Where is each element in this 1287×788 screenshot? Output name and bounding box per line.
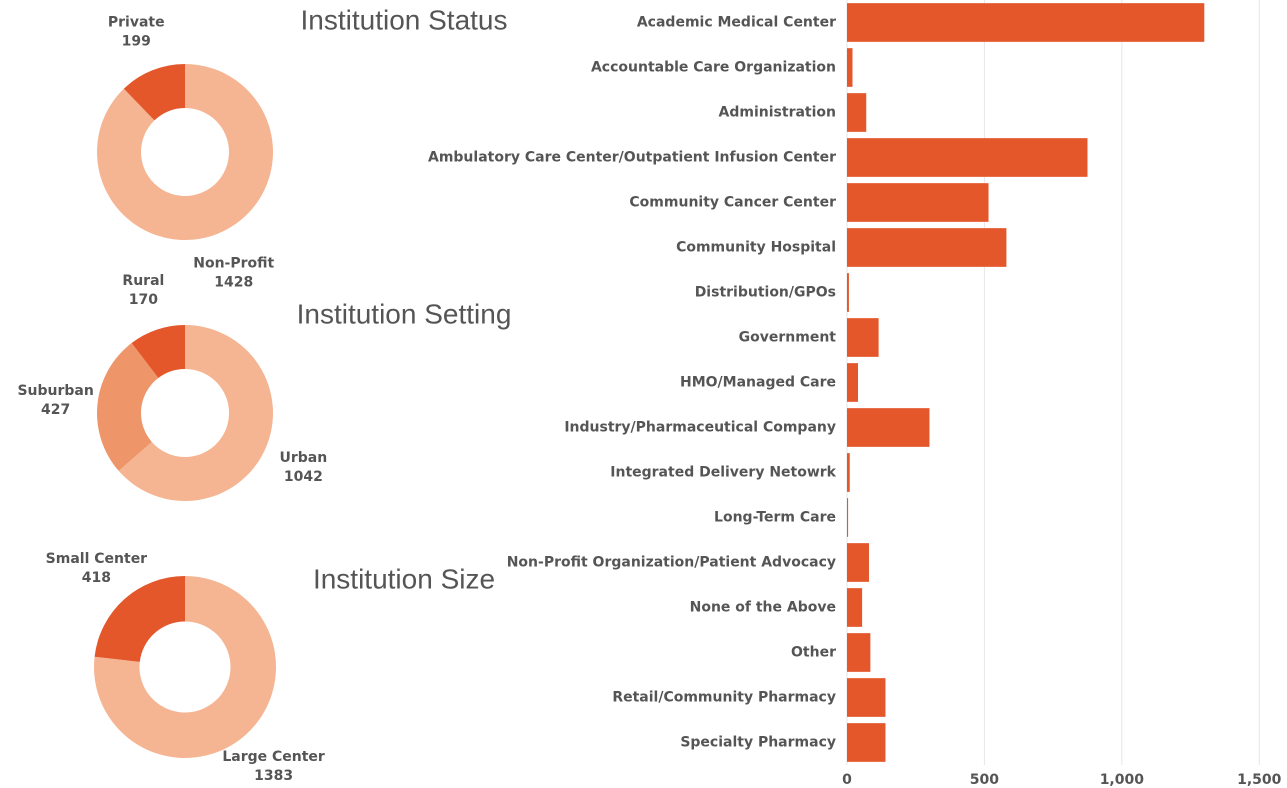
bar (847, 48, 853, 87)
slice-label: Private (108, 14, 165, 30)
donut-slice (94, 576, 185, 662)
y-tick-label: Other (791, 645, 836, 661)
slice-value: 170 (129, 292, 158, 308)
y-tick-label: None of the Above (690, 600, 836, 616)
slice-label: Rural (122, 273, 164, 289)
slice-value: 1383 (254, 768, 293, 784)
bar (847, 228, 1007, 267)
slice-value: 427 (41, 402, 70, 418)
bar (847, 273, 849, 312)
bar (847, 498, 849, 537)
x-tick-label: 1,000 (1100, 772, 1145, 788)
bar (847, 183, 989, 222)
slice-label: Small Center (46, 551, 148, 567)
bar (847, 453, 850, 492)
y-tick-label: Industry/Pharmaceutical Company (564, 420, 836, 436)
bar (847, 678, 886, 717)
chart-title: Institution Size (313, 563, 495, 594)
y-tick-label: Government (739, 330, 837, 346)
donut-slice (123, 64, 185, 121)
y-tick-label: Distribution/GPOs (695, 285, 836, 301)
x-tick-label: 1,500 (1237, 772, 1282, 788)
y-tick-label: Specialty Pharmacy (680, 735, 836, 751)
donut-slice (96, 64, 273, 241)
donut-slice (118, 325, 274, 502)
y-tick-label: Long-Term Care (714, 510, 836, 526)
y-tick-label: Ambulatory Care Center/Outpatient Infusi… (428, 150, 836, 166)
donut-slice (94, 576, 276, 759)
bar (847, 543, 869, 582)
y-tick-label: Community Hospital (676, 240, 836, 256)
slice-value: 1042 (284, 469, 323, 485)
y-tick-label: HMO/Managed Care (680, 375, 836, 391)
donut-slice (97, 343, 159, 471)
slice-label: Large Center (222, 749, 325, 765)
y-tick-label: Retail/Community Pharmacy (612, 690, 836, 706)
y-tick-label: Accountable Care Organization (591, 60, 836, 76)
bar (847, 633, 871, 672)
slice-label: Suburban (17, 383, 93, 399)
chart-title: Institution Setting (297, 298, 512, 329)
bar (847, 93, 867, 132)
slice-value: 1428 (214, 275, 253, 291)
y-tick-label: Community Cancer Center (629, 195, 836, 211)
bar (847, 723, 886, 762)
y-tick-label: Academic Medical Center (637, 15, 836, 31)
chart-title: Institution Status (300, 4, 507, 35)
slice-label: Non-Profit (193, 256, 274, 272)
bar (847, 3, 1205, 42)
bar (847, 588, 863, 627)
slice-label: Urban (279, 450, 327, 466)
bar (847, 138, 1088, 177)
y-tick-label: Administration (719, 105, 836, 121)
y-tick-label: Non-Profit Organization/Patient Advocacy (507, 555, 836, 571)
bar (847, 318, 879, 357)
bar (847, 363, 858, 402)
x-tick-label: 500 (970, 772, 999, 788)
donut-slice (131, 325, 185, 379)
slice-value: 199 (122, 33, 151, 49)
y-tick-label: Integrated Delivery Netowrk (610, 465, 836, 481)
bar (847, 408, 930, 447)
x-tick-label: 0 (842, 772, 852, 788)
slice-value: 418 (82, 570, 111, 586)
